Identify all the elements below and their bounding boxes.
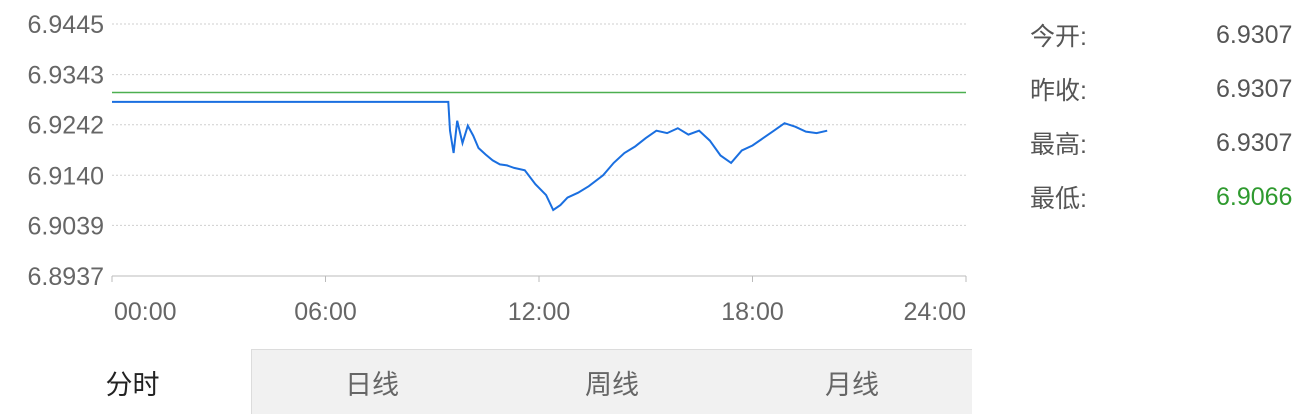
chart-grid: [111, 23, 967, 282]
y-tick-label: 6.9343: [28, 62, 104, 90]
x-tick-label: 06:00: [294, 298, 357, 326]
stat-row-open: 今开: 6.9307: [1030, 8, 1308, 62]
y-tick-label: 6.8937: [28, 263, 104, 291]
stat-value: 6.9307: [1216, 74, 1293, 103]
intraday-chart: 6.9445 6.9343 6.9242 6.9140 6.9039 6.893…: [28, 11, 967, 326]
tab-daily[interactable]: 日线: [345, 370, 399, 400]
chart-period-tabs: 分时 日线 周线 月线: [14, 349, 972, 414]
x-tick-label: 24:00: [903, 298, 966, 326]
stat-value: 6.9307: [1216, 128, 1293, 157]
stat-label: 昨收:: [1030, 77, 1087, 105]
y-tick-label: 6.9140: [28, 162, 104, 190]
x-tick-label: 00:00: [114, 298, 177, 326]
stat-label: 最高:: [1030, 131, 1087, 159]
tab-monthly[interactable]: 月线: [825, 370, 879, 400]
x-axis: 00:00 06:00 12:00 18:00 24:00: [114, 298, 966, 326]
y-tick-label: 6.9039: [28, 212, 104, 240]
quote-stats: 今开: 6.9307 昨收: 6.9307 最高: 6.9307 最低: 6.9…: [1030, 8, 1308, 224]
stat-label: 今开:: [1030, 23, 1087, 51]
tab-strip: 日线 周线 月线: [251, 349, 972, 414]
price-series-line: [112, 100, 828, 212]
stat-row-prev-close: 昨收: 6.9307: [1030, 62, 1308, 116]
y-axis: 6.9445 6.9343 6.9242 6.9140 6.9039 6.893…: [28, 11, 104, 291]
tab-weekly[interactable]: 周线: [585, 370, 639, 400]
stat-row-low: 最低: 6.9066: [1030, 170, 1308, 224]
tab-intraday[interactable]: 分时: [14, 349, 251, 414]
y-tick-label: 6.9242: [28, 112, 104, 140]
y-tick-label: 6.9445: [28, 11, 104, 39]
x-tick-label: 18:00: [721, 298, 784, 326]
x-tick-label: 12:00: [508, 298, 571, 326]
stat-value: 6.9307: [1216, 20, 1293, 49]
stat-row-high: 最高: 6.9307: [1030, 116, 1308, 170]
stat-label: 最低:: [1030, 185, 1087, 213]
stat-value: 6.9066: [1216, 182, 1293, 211]
